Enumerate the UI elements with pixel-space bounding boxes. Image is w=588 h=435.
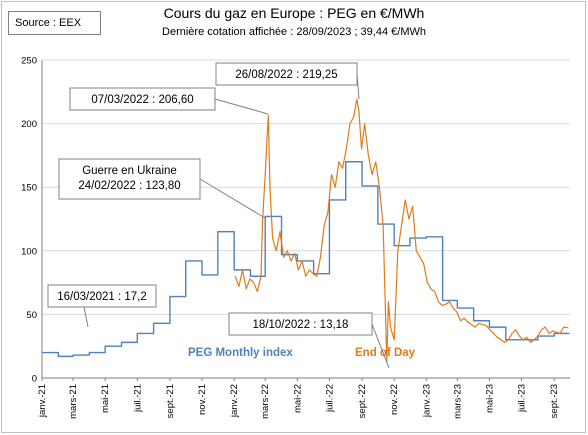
x-tick-label: sept.-22 — [357, 384, 368, 418]
legend-label-peg-monthly: PEG Monthly index — [188, 347, 293, 359]
annotation-text: 18/10/2022 : 13,18 — [253, 319, 349, 331]
x-tick-label: juil.-21 — [132, 384, 143, 413]
x-tick-label: mars-21 — [68, 384, 79, 419]
y-tick-label: 100 — [21, 246, 37, 257]
x-tick-label: juil.-22 — [324, 384, 335, 413]
annotation-box — [228, 312, 373, 336]
x-tick-label: mars-22 — [260, 384, 271, 419]
chart-title: Cours du gaz en Europe : PEG en €/MWh — [163, 5, 425, 21]
annotation-box — [58, 158, 201, 200]
y-tick-label: 50 — [26, 310, 37, 321]
y-tick-label: 200 — [21, 119, 37, 130]
annotation-text: 16/03/2021 : 17,2 — [57, 291, 147, 303]
x-tick-label: sept.-21 — [165, 384, 176, 418]
x-tick-label: sept.-23 — [549, 384, 560, 418]
annotation-leader — [199, 178, 266, 219]
series-line-peg-monthly — [42, 161, 570, 358]
annotation-text: 07/03/2022 : 206,60 — [91, 94, 193, 106]
y-tick-label: 150 — [21, 183, 37, 194]
y-tick-label: 0 — [32, 374, 37, 385]
y-tick-label: 250 — [21, 56, 37, 67]
annotation-leader — [214, 98, 269, 115]
x-tick-label: mai-22 — [292, 384, 303, 413]
x-tick-label: nov.-21 — [197, 384, 208, 415]
source-label: Source : EEX — [8, 11, 101, 35]
chart-subtitle: Dernière cotation affichée : 28/09/2023 … — [162, 26, 426, 38]
x-tick-label: janv.-23 — [421, 384, 432, 418]
annotation-leader — [83, 306, 89, 328]
annotation-box — [69, 87, 216, 111]
series-line-end-of-day — [234, 98, 569, 362]
x-tick-label: juil.-23 — [517, 384, 528, 413]
x-tick-label: mars-23 — [452, 384, 463, 419]
x-tick-label: janv.-22 — [229, 384, 240, 418]
annotation-leader — [371, 323, 390, 369]
annotation-box — [47, 284, 157, 308]
annotation-text: 26/08/2022 : 219,25 — [235, 69, 337, 81]
annotation-box — [215, 62, 358, 86]
annotation-text: Guerre en Ukraine — [82, 165, 177, 177]
x-tick-label: janv.-21 — [37, 384, 48, 418]
legend-label-end-of-day: End of Day — [355, 347, 416, 359]
x-tick-label: mai-23 — [484, 384, 495, 413]
x-tick-label: mai-21 — [100, 384, 111, 413]
x-tick-label: nov.-22 — [389, 384, 400, 415]
annotation-text: 24/02/2022 : 123,80 — [78, 180, 180, 192]
